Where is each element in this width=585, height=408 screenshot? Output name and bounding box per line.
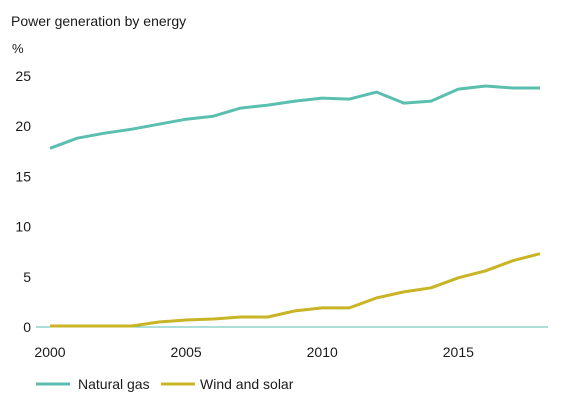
x-tick-label: 2000 [34,344,65,360]
x-tick-labels: 2000 2005 2010 2015 [34,344,474,360]
legend-label: Natural gas [78,376,150,392]
x-tick-label: 2015 [443,344,474,360]
series-lines [49,84,541,328]
y-tick-label: 5 [23,269,31,285]
legend: Natural gas Wind and solar [36,376,294,392]
chart-title: Power generation by energy [11,13,186,29]
x-tick-label: 2010 [307,344,338,360]
y-tick-label: 20 [15,118,31,134]
y-tick-label: 25 [15,68,31,84]
y-tick-label: 10 [15,219,31,235]
y-tick-label: 15 [15,168,31,184]
y-tick-labels: 0 5 10 15 20 25 [15,68,31,335]
legend-label: Wind and solar [200,376,294,392]
y-tick-label: 0 [23,319,31,335]
x-tick-label: 2005 [171,344,202,360]
series-line-wind-and-solar [50,252,541,328]
series-line-natural-gas [49,84,540,150]
y-axis-unit-label: % [12,41,24,56]
